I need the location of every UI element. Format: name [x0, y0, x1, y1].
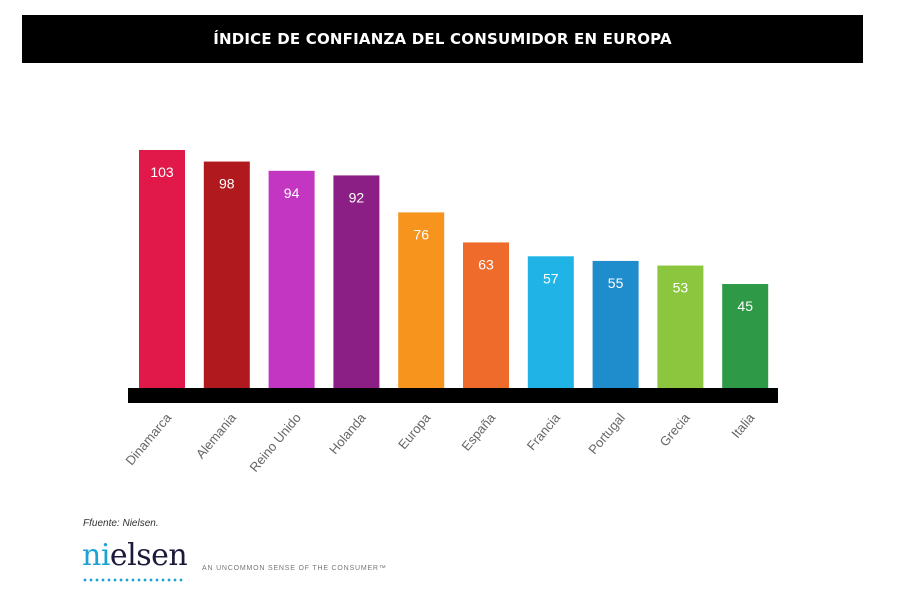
bar-europa: [398, 212, 445, 388]
chart-title: ÍNDICE DE CONFIANZA DEL CONSUMIDOR EN EU…: [213, 30, 672, 48]
bar-francia: [527, 256, 574, 388]
data-label: 55: [608, 275, 624, 291]
bar-italia: [722, 284, 769, 388]
data-label: 103: [150, 164, 174, 180]
tagline: AN UNCOMMON SENSE OF THE CONSUMER™: [202, 565, 387, 572]
bar-grecia: [657, 265, 704, 388]
category-label: Alemania: [193, 410, 240, 462]
logo-main: elsen: [109, 538, 188, 573]
data-label: 63: [478, 256, 494, 272]
source-note: Ffuente: Nielsen.: [83, 518, 159, 529]
category-label: Grecia: [657, 410, 694, 450]
category-label: Europa: [395, 410, 434, 452]
data-label: 92: [349, 189, 365, 205]
bar-dinamarca: [139, 150, 185, 388]
category-label: Reino Unido: [246, 410, 303, 474]
category-label: Dinamarca: [122, 410, 174, 468]
title-bar: ÍNDICE DE CONFIANZA DEL CONSUMIDOR EN EU…: [22, 15, 863, 63]
x-axis-baseline: [128, 388, 778, 403]
bar-reino-unido: [268, 170, 315, 388]
data-label: 57: [543, 270, 559, 286]
logo-accent: ni: [82, 538, 110, 573]
category-label: España: [458, 410, 498, 454]
bar-alemania: [203, 161, 250, 388]
category-label: Italia: [728, 410, 758, 441]
bar-portugal: [592, 260, 639, 388]
nielsen-logo: nielsen: [82, 538, 188, 573]
logo-dots: [82, 578, 184, 582]
bar-holanda: [333, 175, 380, 388]
data-label: 94: [284, 185, 300, 201]
data-label: 53: [673, 280, 689, 296]
category-label: Francia: [524, 410, 564, 453]
bar-españa: [463, 242, 509, 388]
data-label: 45: [737, 298, 753, 314]
data-label: 98: [219, 176, 235, 192]
category-label: Portugal: [585, 410, 628, 457]
category-label: Holanda: [326, 410, 369, 457]
bar-chart: 103 Dinamarca 98 Alemania 94 Reino Unido 92 Hol…: [122, 150, 778, 475]
data-label: 76: [413, 226, 429, 242]
